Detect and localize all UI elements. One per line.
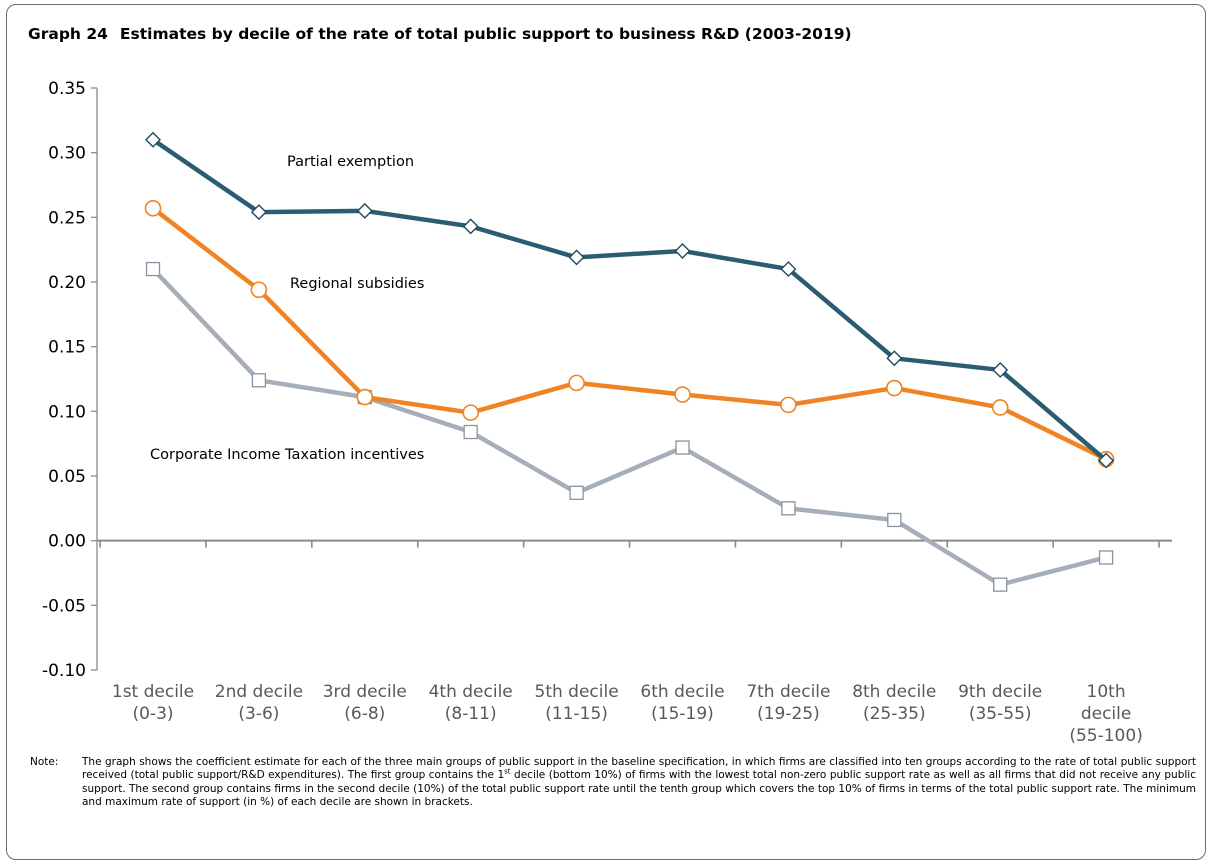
data-point [146,201,161,216]
data-point [888,513,901,526]
x-tick-label: 6th decile (15-19) [640,682,724,724]
data-point [357,390,372,405]
data-point [570,486,583,499]
x-tick-label: 9th decile (35-55) [958,682,1042,724]
y-tick-label: 0.35 [48,79,86,99]
note-text: The graph shows the coefficient estimate… [82,756,1196,809]
x-tick-label: 8th decile (25-35) [852,682,936,724]
series-diamond-group [146,133,1113,468]
x-tick-label: 4th decile (8-11) [429,682,513,724]
data-point [570,250,584,264]
data-point [569,375,584,390]
y-tick-label: 0.15 [48,338,86,358]
data-point [676,441,689,454]
y-tick-label: -0.05 [42,596,86,616]
data-point [251,282,266,297]
data-point [994,578,1007,591]
y-tick-label: -0.10 [42,661,86,681]
series-label: Regional subsidies [290,276,424,292]
series-label: Partial exemption [287,154,414,170]
series-line [153,140,1106,461]
y-tick-label: 0.25 [48,208,86,228]
y-tick-label: 0.30 [48,144,86,164]
note-label: Note: [30,756,58,769]
data-point [781,397,796,412]
data-point [464,426,477,439]
data-point [463,405,478,420]
y-tick-label: 0.05 [48,467,86,487]
x-tick-label: 7th decile (19-25) [746,682,830,724]
data-point [358,204,372,218]
y-tick-label: 0.20 [48,273,86,293]
data-point [1100,551,1113,564]
data-point [147,263,160,276]
series-circle-group [146,201,1114,467]
data-point [887,381,902,396]
x-tick-label: 10th decile (55-100) [1069,682,1142,746]
data-point [675,387,690,402]
data-point [782,502,795,515]
x-tick-label: 2nd decile (3-6) [215,682,303,724]
series-line [153,269,1106,585]
series-label: Corporate Income Taxation incentives [150,447,424,463]
data-point [993,400,1008,415]
x-tick-label: 1st decile (0-3) [112,682,194,724]
series-line [153,208,1106,459]
x-tick-label: 3rd decile (6-8) [323,682,407,724]
data-point [464,219,478,233]
x-tick-label: 5th decile (11-15) [535,682,619,724]
y-tick-label: 0.00 [48,532,86,552]
y-tick-label: 0.10 [48,402,86,422]
data-point [252,374,265,387]
data-point [676,244,690,258]
